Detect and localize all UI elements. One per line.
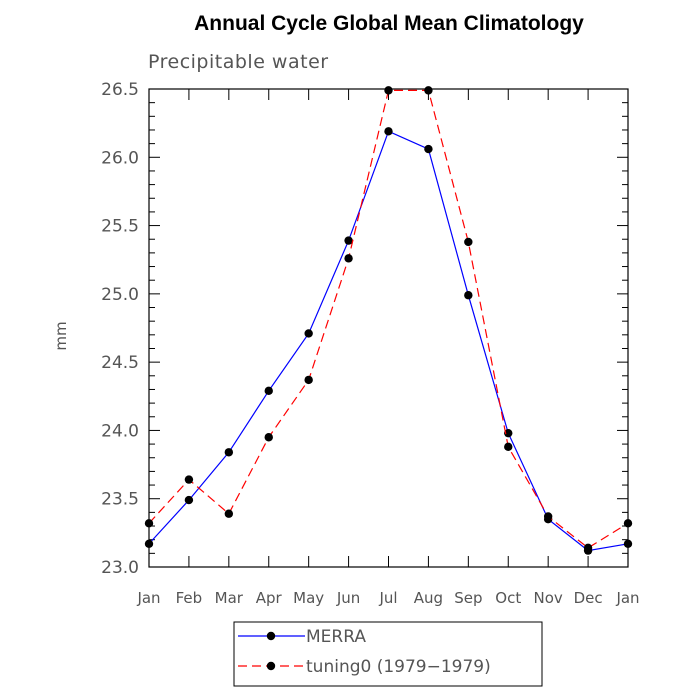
x-tick-label: Jun xyxy=(336,589,360,607)
legend-label: tuning0 (1979−1979) xyxy=(306,657,491,677)
data-point xyxy=(144,539,154,548)
x-tick-label: Oct xyxy=(495,589,521,607)
data-point xyxy=(304,375,313,385)
legend-label: MERRA xyxy=(306,627,366,647)
y-tick-label: 25.5 xyxy=(101,217,139,237)
data-point xyxy=(583,543,593,553)
data-point xyxy=(224,448,234,457)
data-point xyxy=(504,428,513,438)
data-point xyxy=(144,519,154,528)
x-tick-label: Mar xyxy=(215,589,244,607)
series-2 xyxy=(144,86,633,553)
axes: 23.0 23.5 24.0 24.5 25.0 25.5 26.0 26.5 Jan Feb Ma… xyxy=(101,80,639,607)
y-tick-label: 26.0 xyxy=(101,148,139,168)
x-tick-label: Sep xyxy=(454,589,482,607)
data-point xyxy=(424,144,433,154)
y-tick-label: 24.5 xyxy=(101,353,139,373)
y-tick-label: 26.5 xyxy=(101,80,139,100)
chart-subtitle: Precipitable water xyxy=(148,51,329,73)
data-point xyxy=(623,519,633,528)
data-point xyxy=(264,433,273,442)
series-line xyxy=(148,89,629,549)
y-tick-label: 23.0 xyxy=(101,558,139,578)
legend-marker xyxy=(266,631,276,641)
series-1 xyxy=(144,127,633,555)
x-tick-label: Jan xyxy=(615,589,639,607)
x-tick-label: Apr xyxy=(256,589,283,607)
chart-title: Annual Cycle Global Mean Climatology xyxy=(194,12,584,35)
x-tick-label: Aug xyxy=(414,589,443,607)
y-axis-label: mm xyxy=(52,321,70,350)
y-tick-label: 24.0 xyxy=(101,421,139,441)
series-line xyxy=(148,130,629,552)
legend-box xyxy=(233,621,543,687)
y-tick-label: 25.0 xyxy=(101,285,139,305)
x-tick-label: Dec xyxy=(574,589,603,607)
x-tick-label: Nov xyxy=(534,589,563,607)
data-point xyxy=(264,386,273,396)
data-point xyxy=(543,512,553,521)
data-point xyxy=(384,127,393,136)
legend-marker xyxy=(266,661,276,671)
data-point xyxy=(304,329,313,338)
x-tick-label: Jan xyxy=(136,589,160,607)
data-point xyxy=(184,475,194,484)
series-group xyxy=(144,86,633,555)
data-point xyxy=(464,291,473,300)
data-point xyxy=(424,86,433,95)
data-point xyxy=(464,237,473,247)
y-tick-label: 23.5 xyxy=(101,490,139,510)
data-point xyxy=(504,442,513,452)
plot-frame xyxy=(148,88,629,568)
data-point xyxy=(184,495,194,505)
x-tick-label: Feb xyxy=(176,589,203,607)
data-point xyxy=(384,86,393,95)
data-point xyxy=(224,509,234,518)
x-tick-label: Jul xyxy=(378,589,397,607)
legend: MERRA tuning0 (1979−1979) xyxy=(233,621,543,687)
data-point xyxy=(344,254,353,263)
data-point xyxy=(623,539,633,548)
x-tick-label: May xyxy=(293,589,324,607)
data-point xyxy=(344,236,353,245)
